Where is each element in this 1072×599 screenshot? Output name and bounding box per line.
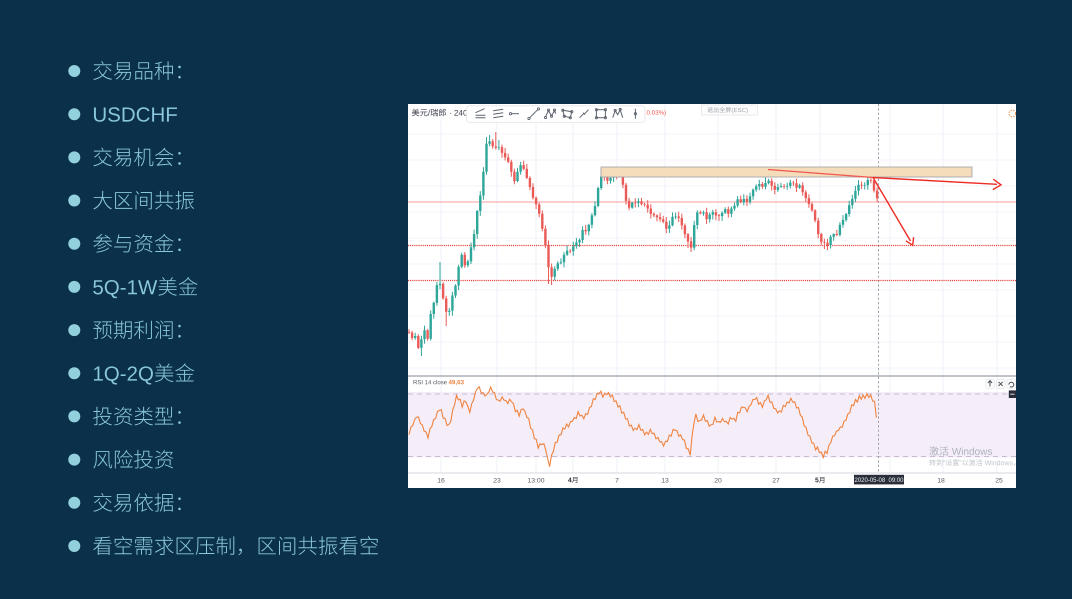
svg-text:27: 27	[772, 477, 780, 484]
svg-text:2020-05-08 09:00: 2020-05-08 09:00	[854, 478, 904, 484]
svg-text:18: 18	[937, 477, 945, 484]
svg-text:7: 7	[615, 477, 619, 484]
svg-text:13:00: 13:00	[527, 477, 544, 484]
svg-text:23: 23	[493, 477, 501, 484]
svg-text:16: 16	[437, 477, 445, 484]
svg-text:13: 13	[661, 477, 669, 484]
svg-text:20: 20	[714, 477, 722, 484]
svg-text:25: 25	[995, 477, 1003, 484]
